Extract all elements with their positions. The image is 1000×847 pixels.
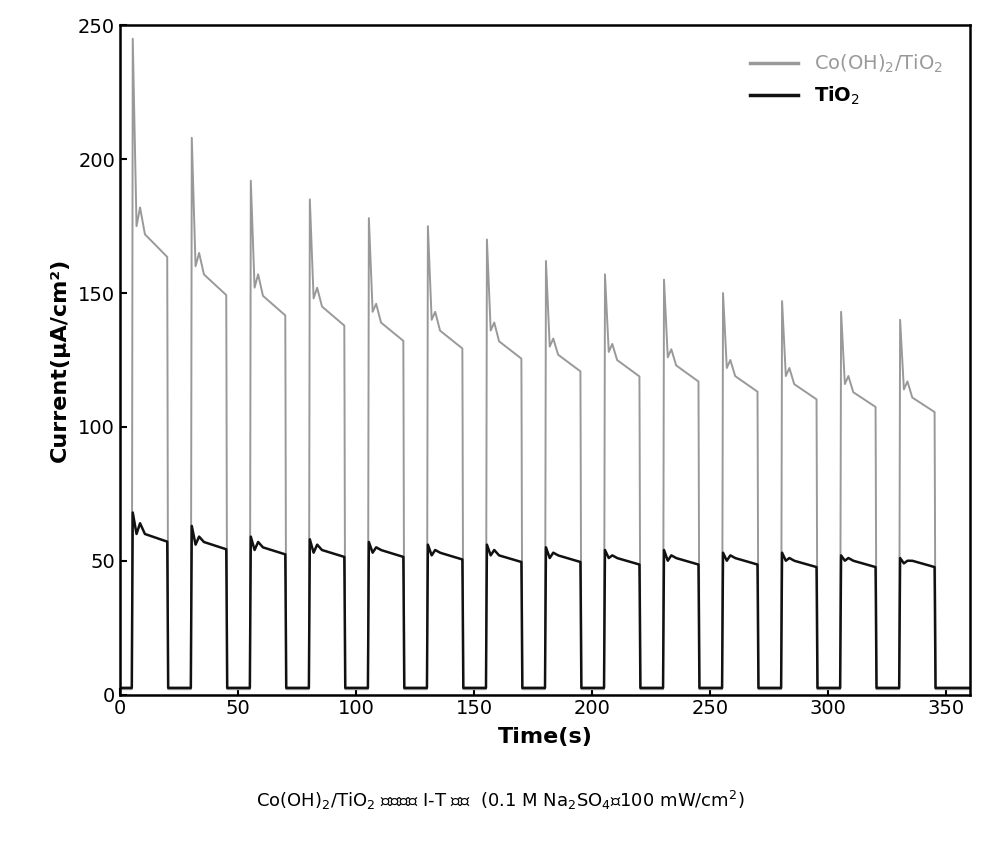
Legend: Co(OH)$_2$/TiO$_2$, TiO$_2$: Co(OH)$_2$/TiO$_2$, TiO$_2$: [742, 45, 951, 114]
X-axis label: Time(s): Time(s): [498, 727, 592, 747]
Y-axis label: Current(μA/cm²): Current(μA/cm²): [50, 257, 70, 462]
Text: Co(OH)$_2$/TiO$_2$ 光阳极的 I-T 曲线  (0.1 M Na$_2$SO$_4$，100 mW/cm$^2$): Co(OH)$_2$/TiO$_2$ 光阳极的 I-T 曲线 (0.1 M Na…: [256, 789, 744, 812]
